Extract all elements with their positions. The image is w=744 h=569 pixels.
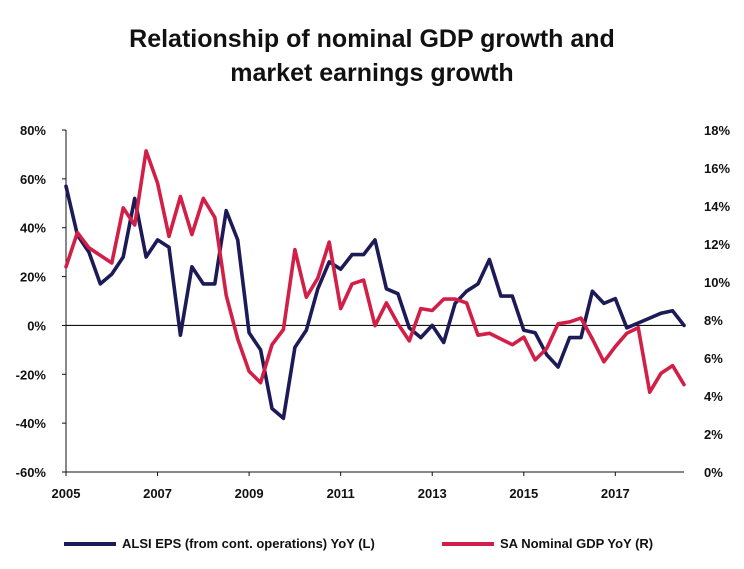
left-tick-label: -20%: [16, 367, 47, 382]
legend-label-sa-gdp: SA Nominal GDP YoY (R): [500, 536, 654, 551]
chart-title: Relationship of nominal GDP growth and m…: [0, 22, 744, 90]
chart-title-line-1: Relationship of nominal GDP growth and: [129, 25, 615, 53]
left-tick-label: 40%: [20, 221, 46, 236]
x-tick-label: 2005: [52, 486, 81, 501]
sa-gdp-line: [64, 149, 686, 395]
legend-swatch-alsi-eps: [64, 541, 116, 546]
legend-item-alsi-eps: ALSI EPS (from cont. operations) YoY (L): [64, 536, 375, 551]
right-tick-label: 6%: [704, 351, 723, 366]
left-tick-label: 20%: [20, 270, 46, 285]
right-tick-label: 14%: [704, 199, 730, 214]
x-tick-label: 2015: [509, 486, 538, 501]
x-tick-label: 2011: [327, 486, 355, 501]
right-tick-label: 4%: [704, 389, 723, 404]
legend-item-sa-gdp: SA Nominal GDP YoY (R): [442, 536, 653, 551]
x-tick-label: 2017: [601, 486, 630, 501]
right-tick-label: 12%: [704, 237, 730, 252]
right-tick-label: 16%: [704, 161, 730, 176]
right-tick-label: 10%: [704, 275, 730, 290]
legend: ALSI EPS (from cont. operations) YoY (L)…: [0, 536, 744, 558]
left-tick-label: -60%: [16, 465, 47, 480]
alsi-eps-line: [64, 184, 686, 421]
right-tick-label: 2%: [704, 427, 723, 442]
left-tick-label: 0%: [27, 318, 46, 333]
x-tick-label: 2007: [143, 486, 172, 501]
x-tick-label: 2013: [418, 486, 447, 501]
left-tick-label: -40%: [16, 416, 47, 431]
legend-label-alsi-eps: ALSI EPS (from cont. operations) YoY (L): [122, 536, 375, 551]
legend-swatch-sa-gdp: [442, 541, 494, 546]
x-tick-label: 2009: [235, 486, 264, 501]
right-tick-label: 0%: [704, 465, 723, 480]
chart-title-line-2: market earnings growth: [230, 59, 514, 87]
right-tick-label: 8%: [704, 313, 723, 328]
left-tick-label: 60%: [20, 172, 46, 187]
right-tick-label: 18%: [704, 123, 730, 138]
left-tick-label: 80%: [20, 123, 46, 138]
